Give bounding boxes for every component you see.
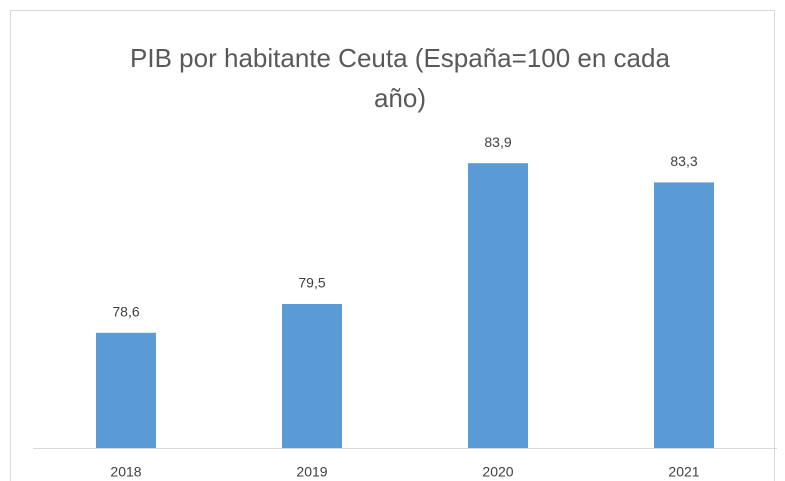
bar: [282, 304, 342, 448]
data-label: 83,3: [670, 153, 697, 169]
x-tick-label: 2020: [482, 464, 513, 480]
data-label: 79,5: [298, 275, 325, 291]
bar: [96, 332, 156, 448]
data-label: 83,9: [484, 134, 511, 150]
bar: [654, 182, 714, 448]
bar: [468, 163, 528, 448]
chart-border: [10, 10, 775, 481]
x-tick-label: 2019: [296, 464, 327, 480]
data-label: 78,6: [112, 304, 139, 320]
chart-title: PIB por habitante Ceuta (España=100 en c…: [130, 43, 670, 113]
x-tick-label: 2018: [110, 464, 141, 480]
x-tick-label: 2021: [668, 464, 699, 480]
